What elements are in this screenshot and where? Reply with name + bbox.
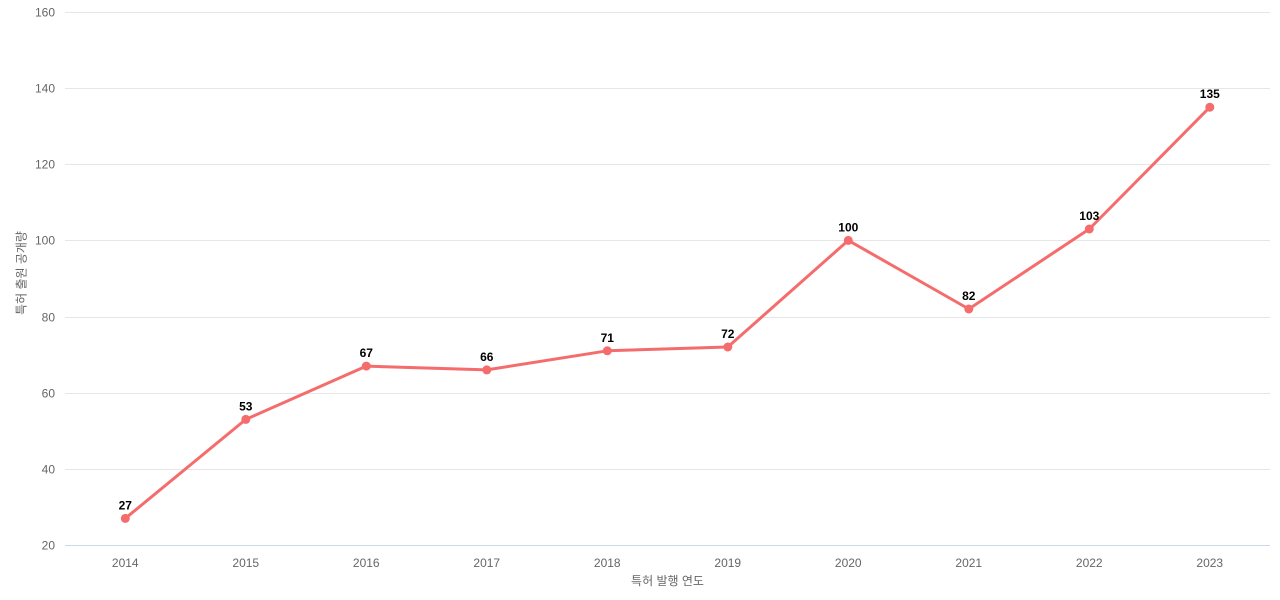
data-point-label: 72 [721,327,735,341]
x-axis-title: 특허 발행 연도 [631,574,704,588]
series-line [123,105,1212,520]
data-point-marker[interactable] [361,361,371,371]
y-axis-tick-label: 100 [35,234,55,248]
y-axis-title: 특허 출원 공개량 [14,231,29,315]
data-point-marker[interactable] [241,414,251,424]
data-point-marker[interactable] [723,342,733,352]
data-point-label: 103 [1079,209,1099,223]
data-point-label: 53 [239,399,253,413]
data-point-marker[interactable] [602,346,612,356]
x-axis-tick-label: 2018 [594,556,621,570]
x-axis-tick-label: 2015 [232,556,259,570]
data-point-marker[interactable] [1084,224,1094,234]
y-axis-tick-label: 160 [35,6,55,20]
x-axis-tick-label: 2017 [473,556,500,570]
data-point-label: 100 [838,220,858,234]
data-point-label: 67 [360,346,374,360]
data-point-marker[interactable] [120,513,130,523]
data-point-marker[interactable] [843,235,853,245]
x-axis-tick-label: 2014 [112,556,139,570]
x-axis-tick-label: 2023 [1196,556,1223,570]
data-point-marker[interactable] [1205,102,1215,112]
y-axis-tick-label: 80 [42,311,56,325]
y-axis-tick-label: 60 [42,387,56,401]
y-axis-tick-label: 20 [42,539,56,553]
y-axis-tick-label: 40 [42,463,56,477]
y-axis-tick-label: 140 [35,82,55,96]
x-axis-tick-label: 2020 [835,556,862,570]
x-axis-tick-label: 2021 [955,556,982,570]
data-point-label: 135 [1200,87,1220,101]
x-axis-tick-label: 2019 [714,556,741,570]
data-point-label: 71 [601,331,615,345]
data-point-label: 82 [962,289,976,303]
y-axis-tick-label: 120 [35,158,55,172]
x-axis-tick-label: 2022 [1076,556,1103,570]
data-point-label: 27 [119,498,133,512]
data-point-marker[interactable] [482,365,492,375]
x-axis-tick-label: 2016 [353,556,380,570]
data-point-marker[interactable] [964,304,974,314]
data-point-label: 66 [480,350,494,364]
